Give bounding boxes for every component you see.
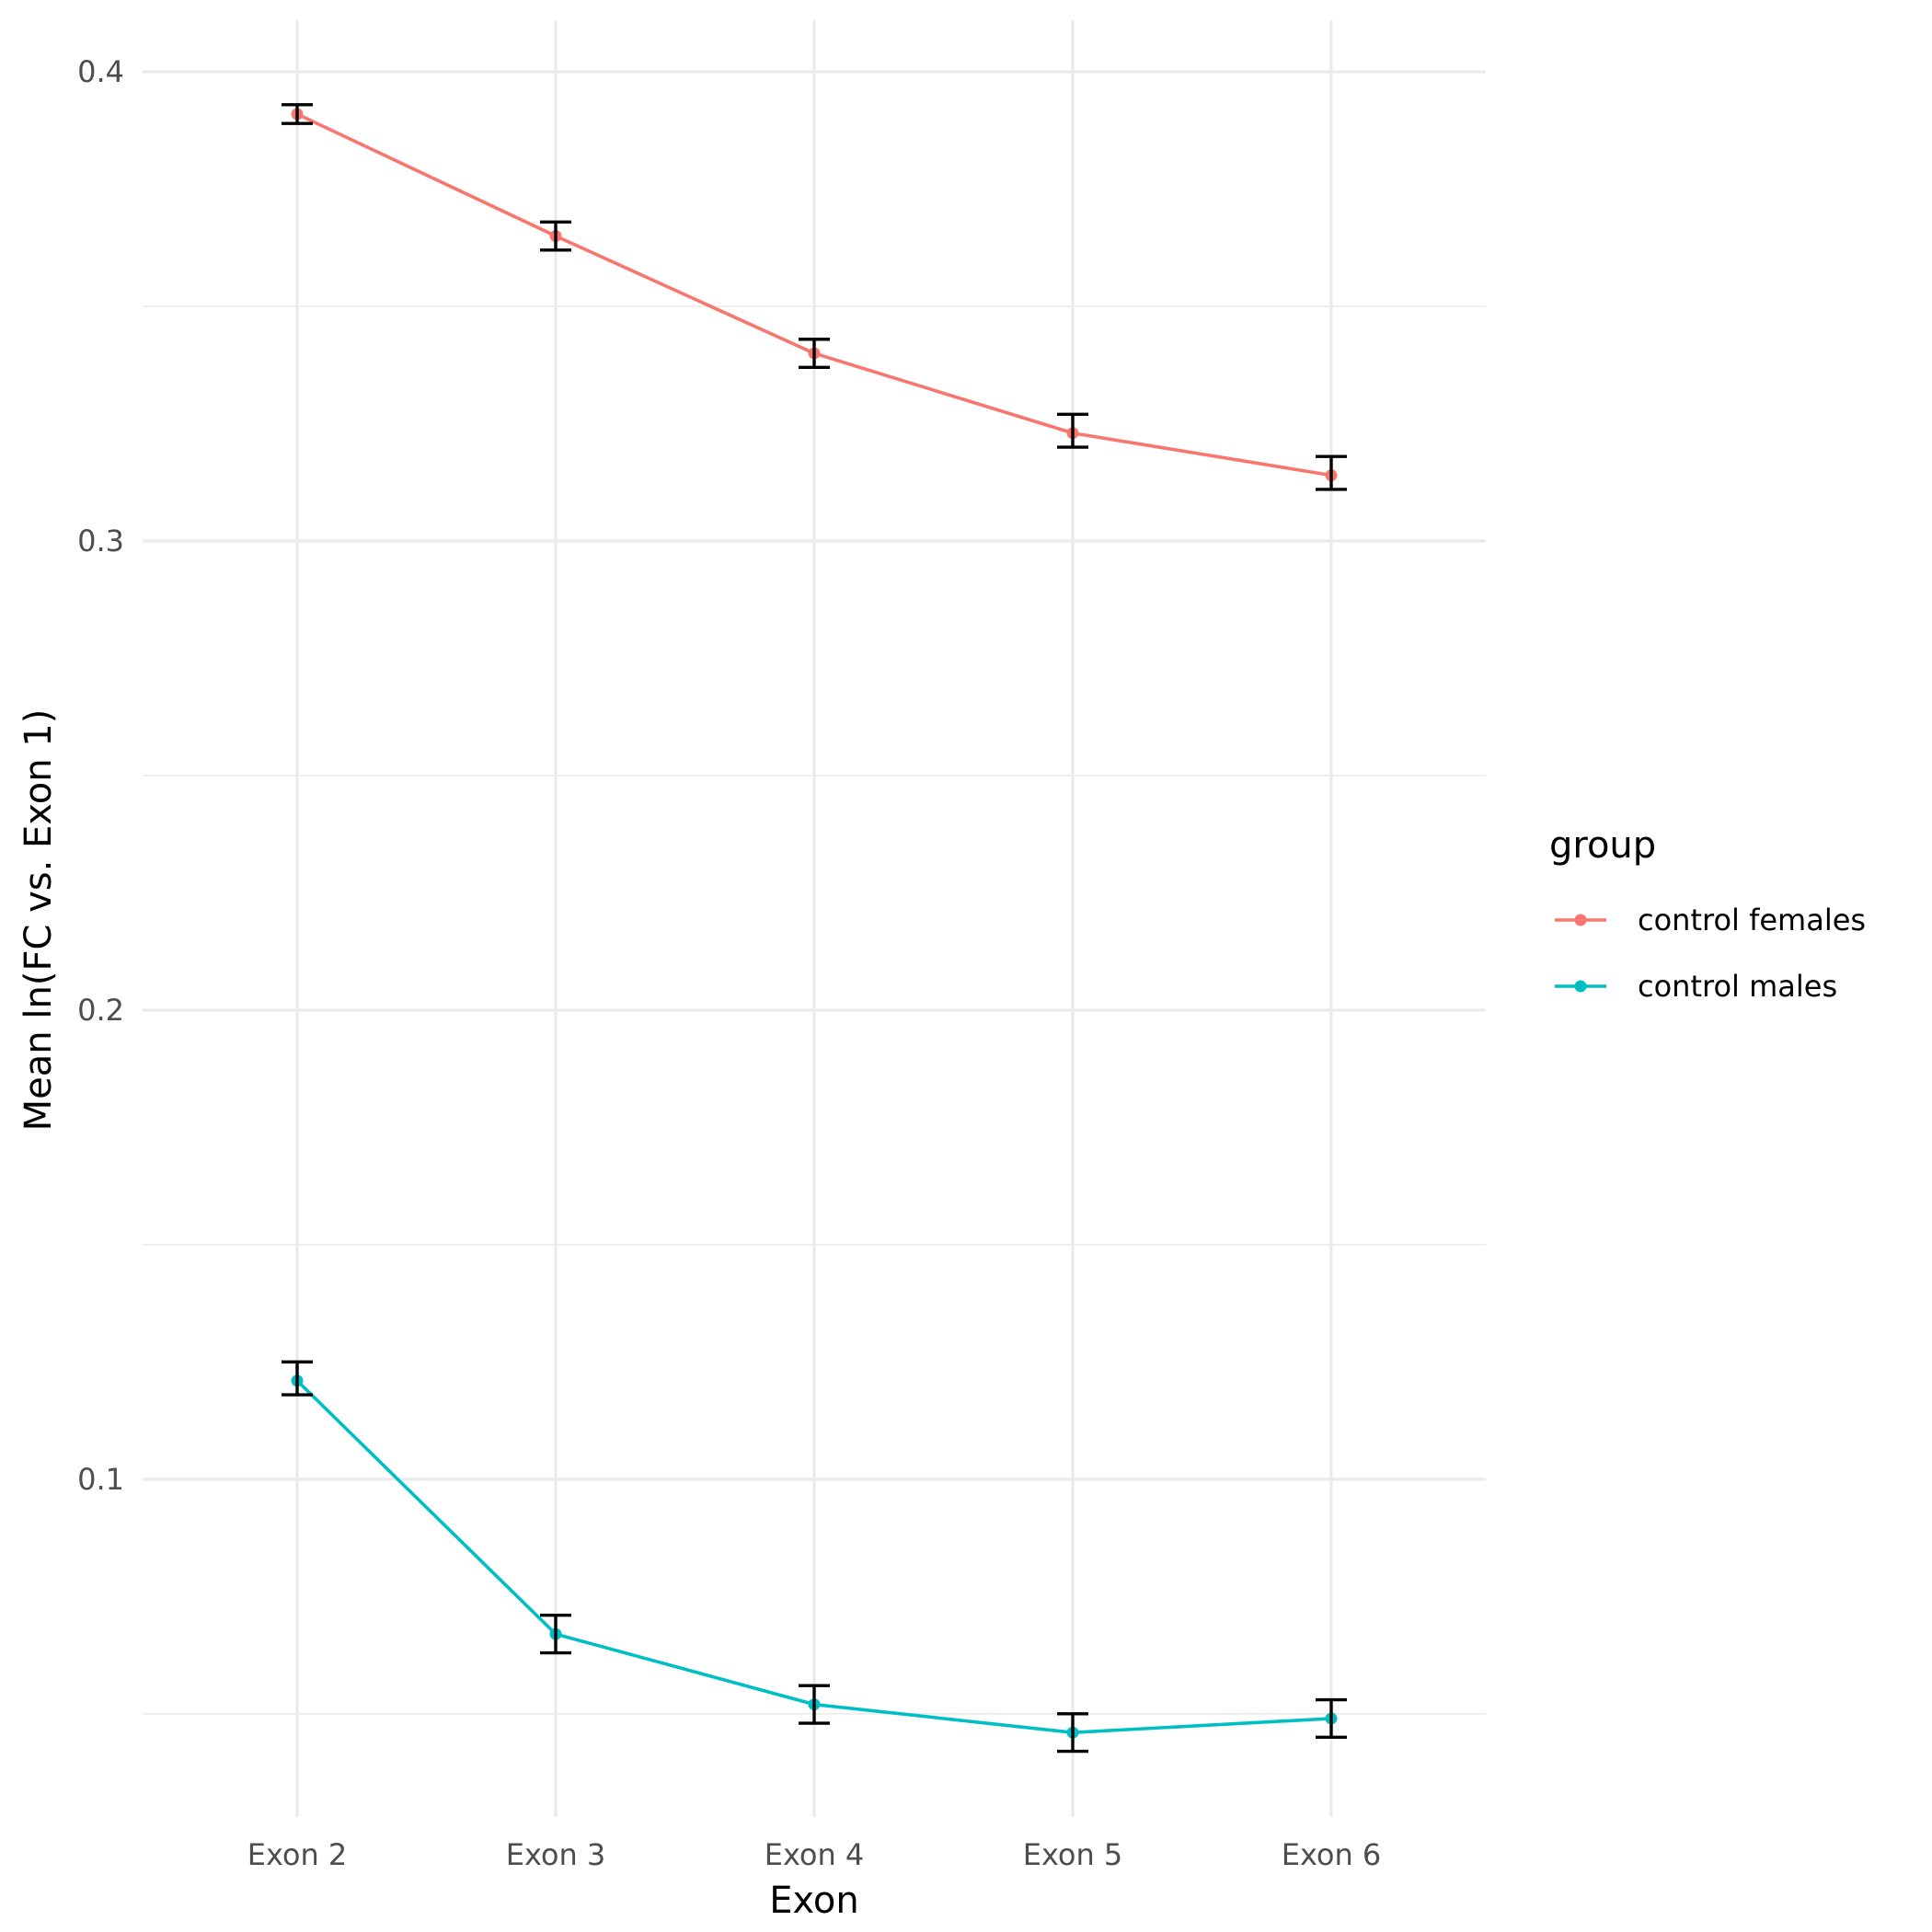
legend-swatch-point: [1574, 914, 1587, 926]
grid: [143, 20, 1486, 1817]
x-axis-title: Exon: [769, 1880, 859, 1922]
y-axis-ticks: 0.1 0.2 0.3 0.4: [77, 54, 124, 1497]
x-axis-ticks: Exon 2 Exon 3 Exon 4 Exon 5 Exon 6: [247, 1837, 1382, 1872]
error-bars: [282, 103, 1347, 1754]
error-bar: [1316, 1697, 1347, 1740]
error-bar: [799, 338, 830, 370]
error-bar: [540, 220, 571, 252]
legend-label: control males: [1638, 969, 1837, 1004]
error-bar: [799, 1684, 830, 1725]
error-bar: [282, 103, 313, 125]
y-axis-title: Mean ln(FC vs. Exon 1): [17, 709, 60, 1132]
x-tick-label: Exon 2: [247, 1837, 348, 1872]
y-tick-label: 0.1: [77, 1462, 124, 1497]
legend-items: control females control males: [1555, 903, 1866, 1004]
x-tick-label: Exon 6: [1282, 1837, 1382, 1872]
legend: group control females control males: [1549, 824, 1866, 1004]
error-bar: [1057, 412, 1088, 449]
error-bar: [540, 1614, 571, 1655]
y-tick-label: 0.3: [77, 523, 124, 558]
error-bar: [1057, 1712, 1088, 1754]
legend-title: group: [1549, 824, 1656, 867]
error-bar: [1316, 454, 1347, 491]
y-tick-label: 0.2: [77, 993, 124, 1028]
y-tick-label: 0.4: [77, 54, 124, 89]
error-bar: [282, 1360, 313, 1397]
x-tick-label: Exon 3: [506, 1837, 606, 1872]
x-tick-label: Exon 5: [1023, 1837, 1123, 1872]
legend-item: control females: [1555, 903, 1866, 937]
legend-item: control males: [1555, 969, 1837, 1004]
x-tick-label: Exon 4: [765, 1837, 865, 1872]
legend-swatch-point: [1574, 980, 1587, 993]
legend-label: control females: [1638, 903, 1866, 937]
